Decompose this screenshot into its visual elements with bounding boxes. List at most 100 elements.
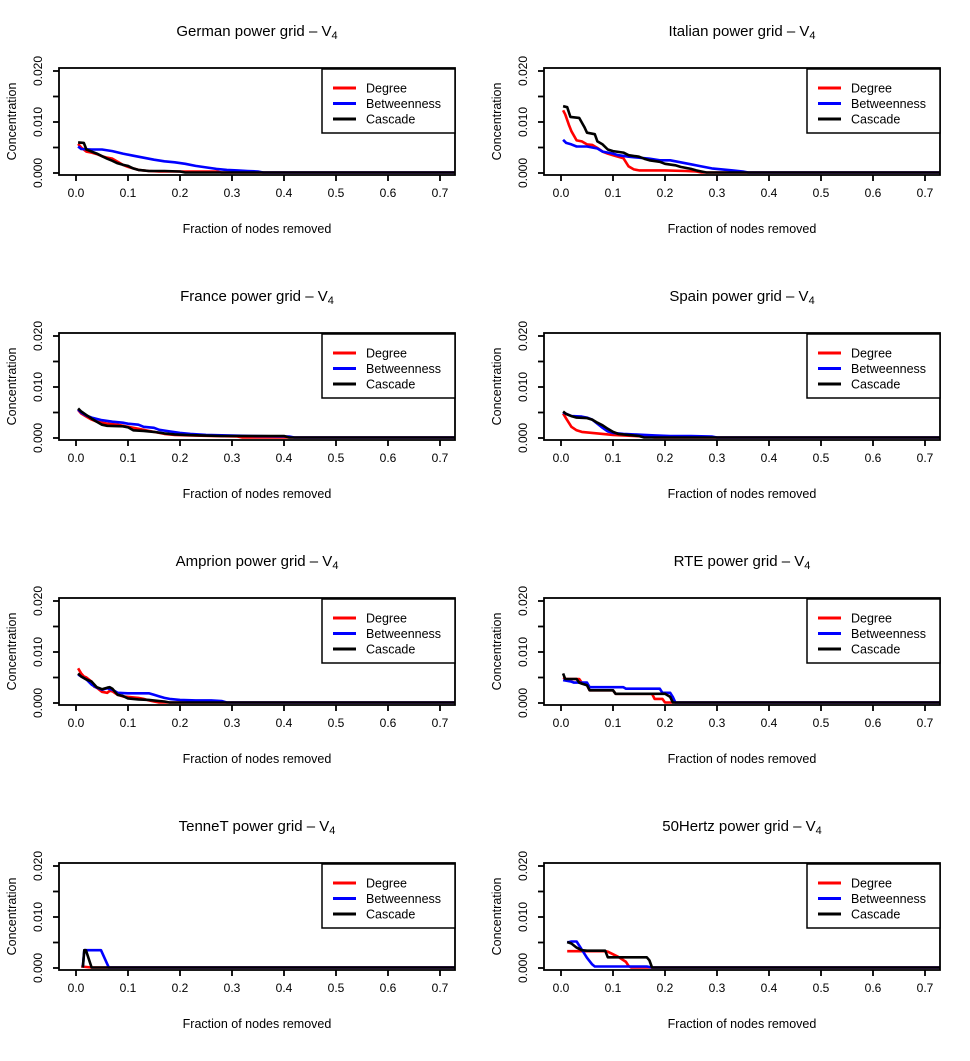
y-tick-label: 0.010 (31, 902, 45, 932)
legend-box (321, 598, 456, 664)
y-tick-label: 0.020 (31, 586, 45, 616)
chart-panel-amprion: Amprion power grid – V4 0.0 0.1 0.2 0.3 0.4 0.… (0, 530, 485, 795)
y-tick-label: 0.020 (516, 56, 530, 86)
y-tick-label: 0.000 (31, 423, 45, 453)
legend-label-cascade: Cascade (366, 113, 415, 127)
x-tick-label: 0.7 (432, 186, 449, 200)
series-line-cascade (561, 672, 941, 704)
chart-panel-german: German power grid – V4 0.0 0.1 0.2 0.3 0.4 0.5… (0, 0, 485, 265)
legend-label-degree: Degree (851, 347, 892, 361)
x-tick-label: 0.3 (709, 451, 726, 465)
y-tick-label: 0.010 (31, 637, 45, 667)
series-line-cascade (562, 410, 941, 439)
legend-label-betweenness: Betweenness (851, 627, 926, 641)
chart-50hertz: 50Hertz power grid – V4 0.0 0.1 0.2 0.3 0.4 0.… (490, 818, 941, 1031)
x-tick-label: 0.2 (657, 451, 674, 465)
series-line-cascade (566, 940, 941, 969)
x-tick-label: 0.3 (224, 186, 241, 200)
y-tick-label: 0.000 (31, 953, 45, 983)
legend-label-cascade: Cascade (366, 908, 415, 922)
x-tick-label: 0.7 (917, 981, 934, 995)
legend-box (806, 598, 941, 664)
x-tick-label: 0.0 (68, 981, 85, 995)
x-tick-label: 0.4 (276, 981, 293, 995)
chart-title: RTE power grid – V4 (674, 553, 811, 572)
x-tick-label: 0.1 (605, 186, 622, 200)
chart-title: German power grid – V4 (176, 23, 337, 42)
y-axis-label: Concentration (490, 613, 504, 691)
series-line-cascade (77, 141, 456, 174)
y-axis-label: Concentration (490, 348, 504, 426)
chart-panel-tennet: TenneT power grid – V4 0.0 0.1 0.2 0.3 0.4 0.5… (0, 795, 485, 1061)
x-tick-label: 0.4 (761, 981, 778, 995)
x-tick-label: 0.7 (432, 716, 449, 730)
legend-label-betweenness: Betweenness (366, 892, 441, 906)
legend-label-degree: Degree (851, 82, 892, 96)
series-line-degree (76, 667, 456, 704)
x-tick-label: 0.0 (553, 451, 570, 465)
y-tick-label: 0.010 (516, 372, 530, 402)
y-axis-label: Concentration (490, 83, 504, 161)
x-tick-label: 0.2 (657, 186, 674, 200)
chart-title: Italian power grid – V4 (668, 23, 815, 42)
legend-label-betweenness: Betweenness (366, 97, 441, 111)
legend-label-cascade: Cascade (366, 643, 415, 657)
legend-box (806, 333, 941, 399)
x-tick-label: 0.3 (709, 186, 726, 200)
x-tick-label: 0.3 (709, 716, 726, 730)
y-tick-label: 0.000 (516, 953, 530, 983)
x-tick-label: 0.4 (276, 451, 293, 465)
x-axis-label: Fraction of nodes removed (668, 487, 817, 501)
legend-label-cascade: Cascade (851, 908, 900, 922)
chart-rte: RTE power grid – V4 0.0 0.1 0.2 0.3 0.4 0.5 0.6… (490, 553, 941, 766)
x-tick-label: 0.0 (553, 981, 570, 995)
x-tick-label: 0.0 (553, 186, 570, 200)
x-tick-label: 0.0 (68, 716, 85, 730)
x-tick-label: 0.6 (865, 981, 882, 995)
x-tick-label: 0.4 (276, 186, 293, 200)
x-tick-label: 0.5 (813, 451, 830, 465)
series-line-betweenness (81, 948, 456, 969)
x-tick-label: 0.7 (917, 716, 934, 730)
x-axis-label: Fraction of nodes removed (183, 487, 332, 501)
legend-box (321, 863, 456, 929)
chart-panel-france: France power grid – V4 0.0 0.1 0.2 0.3 0.4 0.5… (0, 265, 485, 530)
y-tick-label: 0.010 (31, 372, 45, 402)
x-tick-label: 0.1 (120, 716, 137, 730)
x-tick-label: 0.2 (172, 186, 189, 200)
legend-label-cascade: Cascade (851, 643, 900, 657)
x-axis-label: Fraction of nodes removed (668, 1017, 817, 1031)
x-tick-label: 0.5 (328, 451, 345, 465)
chart-title: Spain power grid – V4 (669, 288, 814, 307)
series-line-cascade (562, 104, 941, 174)
x-axis-label: Fraction of nodes removed (183, 222, 332, 236)
series-line-degree (567, 949, 941, 969)
x-tick-label: 0.4 (761, 186, 778, 200)
chart-title: France power grid – V4 (180, 288, 334, 307)
legend-label-betweenness: Betweenness (851, 97, 926, 111)
x-tick-label: 0.6 (865, 186, 882, 200)
x-tick-label: 0.6 (865, 451, 882, 465)
y-axis-label: Concentration (5, 83, 19, 161)
legend-box (806, 68, 941, 134)
legend-label-betweenness: Betweenness (366, 627, 441, 641)
x-tick-label: 0.5 (813, 716, 830, 730)
series-line-betweenness (566, 940, 941, 969)
x-tick-label: 0.5 (813, 981, 830, 995)
series-line-cascade (77, 672, 456, 704)
chart-title: Amprion power grid – V4 (176, 553, 339, 572)
series-line-betweenness (77, 673, 456, 704)
x-tick-label: 0.3 (224, 451, 241, 465)
x-tick-label: 0.0 (68, 451, 85, 465)
x-tick-label: 0.3 (224, 716, 241, 730)
y-tick-label: 0.000 (516, 423, 530, 453)
y-tick-label: 0.000 (516, 688, 530, 718)
y-tick-label: 0.020 (516, 586, 530, 616)
x-tick-label: 0.3 (224, 981, 241, 995)
legend-label-cascade: Cascade (366, 378, 415, 392)
y-tick-label: 0.010 (516, 902, 530, 932)
x-tick-label: 0.2 (172, 451, 189, 465)
chart-panel-rte: RTE power grid – V4 0.0 0.1 0.2 0.3 0.4 0.5 0.6… (485, 530, 970, 795)
legend-label-betweenness: Betweenness (851, 892, 926, 906)
x-tick-label: 0.5 (328, 186, 345, 200)
